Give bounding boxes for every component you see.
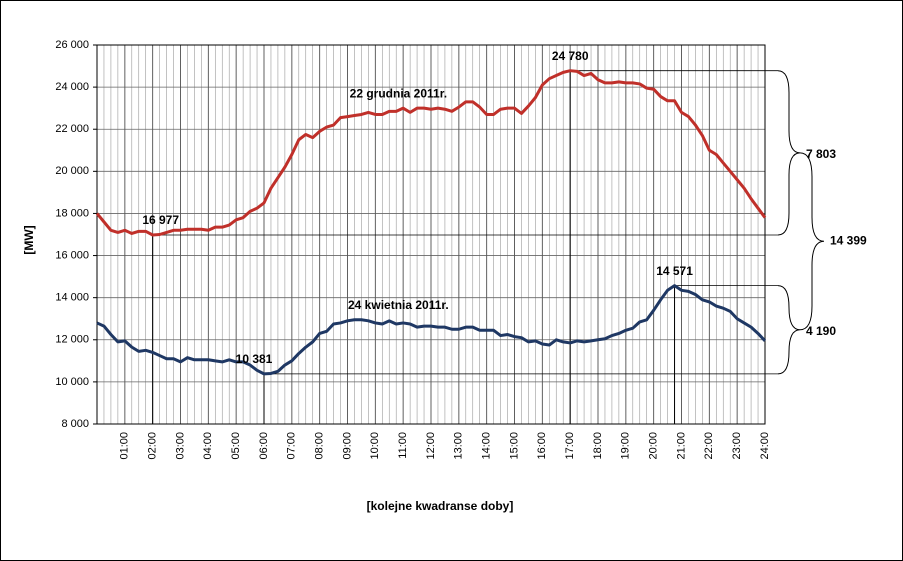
x-tick-label: 05:00	[230, 432, 242, 460]
annotation-label: 10 381	[236, 352, 273, 366]
plot-border	[96, 44, 766, 425]
x-tick-label: 01:00	[119, 432, 131, 460]
annotation-label: 16 977	[142, 213, 179, 227]
y-tick-label: 14 000	[55, 292, 89, 304]
series-label: 24 kwietnia 2011r.	[348, 298, 449, 312]
x-tick-label: 16:00	[536, 432, 548, 460]
x-tick-label: 11:00	[397, 432, 409, 459]
series-line	[96, 284, 767, 376]
x-tick-label: 04:00	[202, 432, 214, 460]
y-tick-label: 22 000	[55, 123, 89, 135]
x-axis-label: [kolejne kwadranse doby]	[367, 499, 514, 513]
x-tick-label: 03:00	[174, 432, 186, 460]
y-tick-label: 8 000	[61, 418, 89, 430]
y-tick-label: 12 000	[55, 334, 89, 346]
x-tick-label: 23:00	[731, 432, 743, 460]
annotation-label: 24 780	[552, 49, 589, 63]
x-tick-label: 13:00	[453, 432, 465, 460]
y-tick-label: 24 000	[55, 81, 89, 93]
y-tick-label: 16 000	[55, 249, 89, 261]
x-tick-label: 08:00	[314, 432, 326, 460]
difference-label: 4 190	[806, 324, 836, 338]
y-tick-label: 26 000	[55, 39, 89, 51]
difference-label: 14 399	[830, 233, 867, 247]
x-tick-label: 20:00	[648, 432, 660, 460]
x-tick-label: 15:00	[508, 432, 520, 460]
annotation-label: 14 571	[656, 264, 693, 278]
y-axis-label: [MW]	[22, 225, 36, 254]
x-tick-label: 22:00	[703, 432, 715, 460]
x-tick-label: 17:00	[564, 432, 576, 460]
x-tick-label: 19:00	[620, 432, 632, 460]
difference-brace	[799, 152, 825, 331]
x-tick-label: 18:00	[592, 432, 604, 460]
x-tick-label: 10:00	[369, 432, 381, 460]
y-tick-label: 18 000	[55, 207, 89, 219]
x-tick-label: 09:00	[341, 432, 353, 460]
series-label: 22 grudnia 2011r.	[350, 86, 447, 100]
series-line	[95, 69, 767, 237]
x-tick-label: 21:00	[675, 432, 687, 460]
x-tick-label: 12:00	[425, 432, 437, 460]
y-tick-label: 10 000	[55, 376, 89, 388]
x-tick-label: 24:00	[759, 432, 771, 460]
difference-label: 7 803	[806, 147, 836, 161]
x-tick-label: 06:00	[258, 432, 270, 460]
x-tick-label: 14:00	[481, 432, 493, 460]
y-tick-label: 20 000	[55, 165, 89, 177]
x-tick-label: 02:00	[147, 432, 159, 460]
x-tick-label: 07:00	[286, 432, 298, 460]
